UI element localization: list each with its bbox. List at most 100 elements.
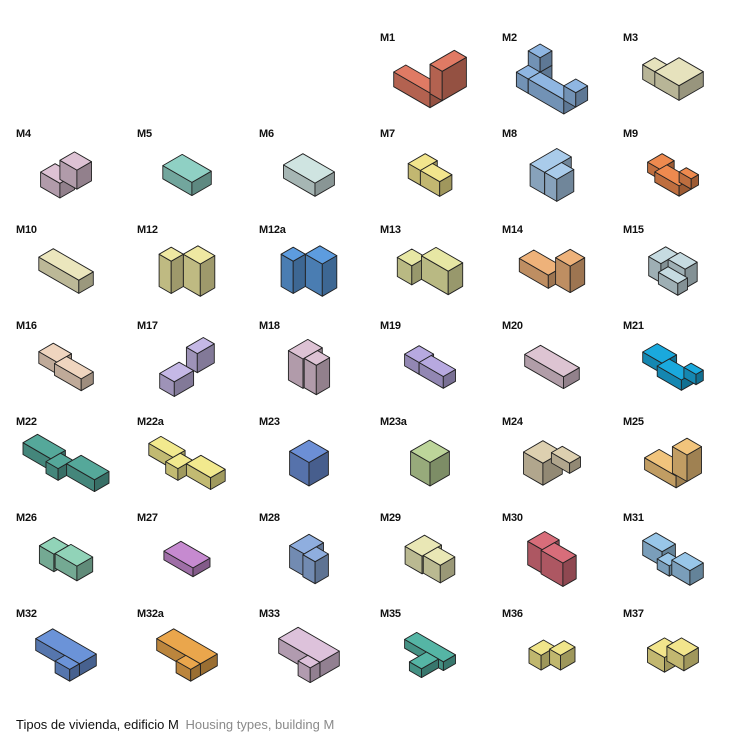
volume-face-top: [182, 245, 216, 265]
housing-type-volume: [289, 439, 329, 487]
housing-type-m37: M37: [607, 606, 728, 702]
volume-face-top: [297, 654, 321, 669]
housing-type-m29: M29: [364, 510, 485, 606]
volume-face-top: [162, 153, 212, 183]
volume-face-top: [666, 637, 699, 657]
housing-type-m25: M25: [607, 414, 728, 510]
housing-type-label: M33: [259, 608, 280, 620]
housing-type-volume: [393, 49, 467, 109]
housing-type-label: M30: [502, 512, 523, 524]
housing-type-label: M4: [16, 128, 31, 140]
housing-type-label: M7: [380, 128, 395, 140]
volume-face-top: [527, 43, 553, 59]
volume-face-top: [422, 546, 456, 566]
housing-type-volume: [529, 148, 575, 202]
housing-type-volume: [287, 338, 331, 396]
housing-type-volume: [404, 631, 456, 679]
housing-type-axonometric: [22, 433, 110, 493]
housing-type-m35: M35: [364, 606, 485, 702]
housing-type-volume: [404, 534, 456, 584]
housing-type-m23: M23: [243, 414, 364, 510]
housing-type-m22: M22: [0, 414, 121, 510]
housing-type-m2: M2: [486, 30, 607, 126]
volume-face-top: [303, 350, 331, 366]
housing-type-m36: M36: [486, 606, 607, 702]
housing-type-axonometric: [280, 245, 338, 297]
housing-type-m23a: M23a: [364, 414, 485, 510]
volume-face-top: [289, 439, 329, 463]
housing-type-volume: [283, 153, 335, 197]
volume-face-top: [418, 355, 456, 377]
volume-face-top: [683, 362, 704, 375]
housing-type-axonometric: [40, 151, 92, 199]
volume-face-top: [287, 338, 323, 360]
housing-type-axonometric: [38, 248, 94, 294]
housing-type-label: M14: [502, 224, 523, 236]
volume-face-top: [410, 439, 450, 463]
housing-type-m32: M32: [0, 606, 121, 702]
housing-type-volume: [40, 151, 92, 199]
housing-type-m6: M6: [243, 126, 364, 222]
housing-type-label: M27: [137, 512, 158, 524]
housing-type-volume: [407, 153, 453, 197]
housing-type-volume: [148, 435, 226, 490]
volume-face-top: [283, 153, 335, 184]
housing-type-label: M25: [623, 416, 644, 428]
volume-face-top: [302, 546, 329, 563]
housing-type-label: M12: [137, 224, 158, 236]
housing-type-axonometric: [289, 439, 329, 487]
volume-face-top: [396, 248, 427, 267]
housing-type-volume: [404, 345, 456, 389]
volume-face-top: [654, 57, 704, 87]
housing-type-axonometric: [410, 439, 450, 487]
volume-face-top: [408, 651, 439, 670]
housing-type-axonometric: [38, 536, 94, 582]
housing-type-axonometric: [647, 153, 699, 197]
housing-type-volume: [163, 540, 211, 578]
housing-type-axonometric: [396, 246, 464, 296]
housing-type-label: M13: [380, 224, 401, 236]
housing-type-axonometric: [38, 342, 94, 392]
housing-type-m22a: M22a: [121, 414, 242, 510]
housing-type-m16: M16: [0, 318, 121, 414]
housing-type-axonometric: [523, 440, 581, 486]
housing-type-volume: [278, 626, 340, 684]
housing-type-m9: M9: [607, 126, 728, 222]
housing-type-label: M1: [380, 32, 395, 44]
housing-type-volume: [515, 43, 589, 115]
housing-type-m17: M17: [121, 318, 242, 414]
housing-type-label: M10: [16, 224, 37, 236]
caption: Tipos de vivienda, edificio M Housing ty…: [16, 717, 334, 732]
volume-face-top: [163, 540, 211, 569]
housing-type-m18: M18: [243, 318, 364, 414]
housing-type-volume: [156, 628, 218, 682]
housing-type-m12a: M12a: [243, 222, 364, 318]
volume-face-top: [642, 532, 676, 553]
housing-type-label: M31: [623, 512, 644, 524]
housing-type-label: M19: [380, 320, 401, 332]
housing-type-m21: M21: [607, 318, 728, 414]
housing-type-axonometric: [642, 532, 704, 586]
volume-face-top: [54, 356, 94, 380]
housing-type-volume: [38, 536, 94, 582]
volume-face-top: [280, 246, 306, 262]
housing-type-label: M35: [380, 608, 401, 620]
volume-face-top: [185, 337, 215, 355]
volume-face-top: [185, 454, 226, 479]
housing-type-axonometric: [527, 531, 577, 587]
housing-type-volume: [642, 532, 704, 586]
housing-type-axonometric: [404, 345, 456, 389]
housing-type-volume: [22, 433, 110, 493]
housing-type-m31: M31: [607, 510, 728, 606]
volume-face-top: [158, 246, 184, 262]
housing-type-m15: M15: [607, 222, 728, 318]
housing-type-label: M23: [259, 416, 280, 428]
housing-type-label: M32: [16, 608, 37, 620]
housing-type-volume: [410, 439, 450, 487]
housing-type-axonometric: [287, 338, 331, 396]
housing-type-axonometric: [148, 435, 226, 490]
volume-face-top: [175, 654, 201, 670]
housing-type-label: M12a: [259, 224, 286, 236]
volume-face-top: [524, 344, 580, 378]
housing-type-volume: [35, 628, 97, 682]
